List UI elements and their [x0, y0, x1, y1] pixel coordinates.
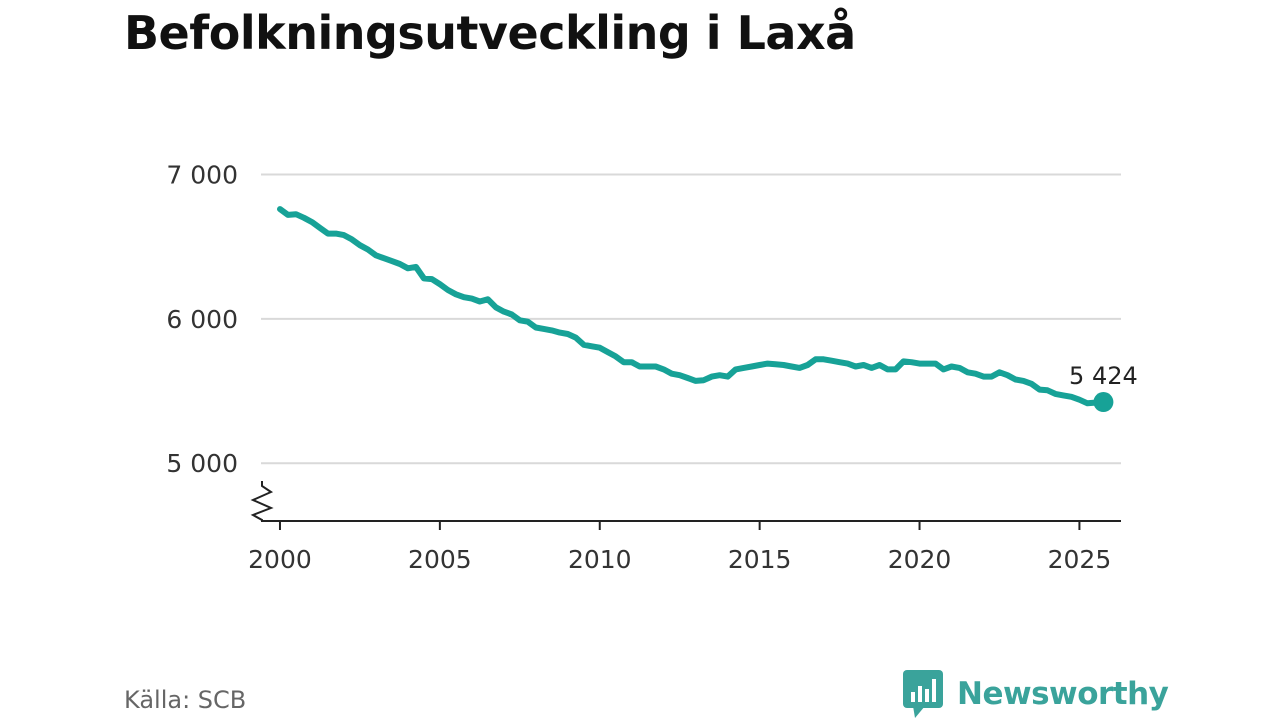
brand-name: Newsworthy: [957, 676, 1169, 712]
x-tick-label: 2010: [568, 545, 632, 574]
x-tick-label: 2000: [248, 545, 312, 574]
y-axis-break-symbol: [250, 481, 274, 521]
y-tick-label: 6 000: [166, 305, 238, 334]
x-axis-ticks: 2000 2005 2010 2015 2020 2025: [248, 521, 1111, 574]
x-tick-label: 2015: [728, 545, 792, 574]
last-value-point: [1093, 392, 1114, 413]
gridlines: [261, 173, 1121, 465]
y-tick-label: 7 000: [166, 160, 238, 189]
newsworthy-logo-icon: [903, 670, 943, 718]
y-axis-tick-labels: 5 000 6 000 7 000: [166, 160, 238, 478]
brand-logo: Newsworthy: [903, 670, 1169, 718]
source-note: Källa: SCB: [124, 686, 247, 714]
x-tick-label: 2025: [1048, 545, 1112, 574]
x-tick-label: 2020: [888, 545, 952, 574]
y-tick-label: 5 000: [166, 449, 238, 478]
population-series-line: [277, 206, 1107, 407]
last-value-label: 5 424: [1069, 362, 1138, 390]
chart-title: Befolkningsutveckling i Laxå: [124, 6, 856, 60]
x-tick-label: 2005: [408, 545, 472, 574]
